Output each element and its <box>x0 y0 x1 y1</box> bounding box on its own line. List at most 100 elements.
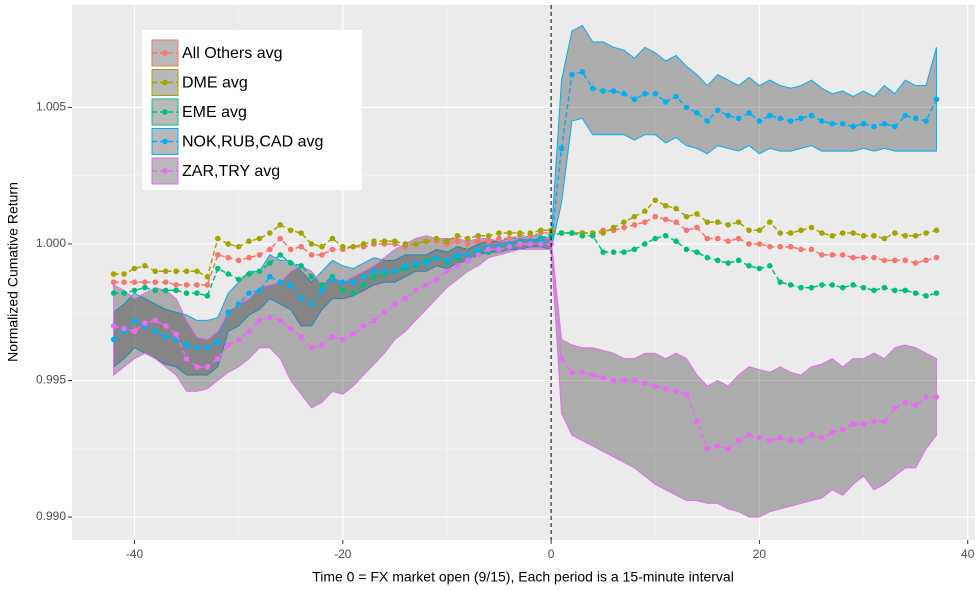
point <box>839 426 846 433</box>
point <box>860 232 867 239</box>
point <box>881 418 888 425</box>
point <box>683 227 690 234</box>
point <box>642 208 648 214</box>
point <box>610 224 617 231</box>
point <box>933 227 940 234</box>
point <box>423 238 429 245</box>
point <box>235 243 242 250</box>
point <box>850 230 856 236</box>
point <box>142 279 148 285</box>
point <box>287 282 294 288</box>
point <box>454 232 461 239</box>
point <box>756 265 763 272</box>
point <box>110 271 117 277</box>
point <box>110 290 117 296</box>
point <box>475 232 481 239</box>
point <box>277 317 284 324</box>
point <box>183 342 190 348</box>
point <box>662 216 669 223</box>
point <box>777 115 784 122</box>
point <box>173 282 179 288</box>
point <box>714 443 721 449</box>
point <box>246 328 252 335</box>
point <box>506 230 513 236</box>
point <box>162 268 169 275</box>
point <box>517 230 523 236</box>
point <box>860 284 867 291</box>
point <box>277 252 284 258</box>
point <box>798 227 804 234</box>
point <box>683 246 690 253</box>
point <box>329 235 336 242</box>
point <box>756 227 763 234</box>
point <box>152 317 159 324</box>
point <box>892 123 898 130</box>
point <box>798 246 804 253</box>
point <box>756 241 763 247</box>
point <box>808 246 815 253</box>
point <box>704 118 711 124</box>
point <box>600 374 606 381</box>
point <box>256 235 263 242</box>
point <box>558 230 565 236</box>
point <box>923 293 929 299</box>
point <box>923 230 929 236</box>
point <box>798 115 804 122</box>
point <box>714 219 721 225</box>
point <box>173 331 179 337</box>
point <box>402 263 409 269</box>
point <box>412 241 419 247</box>
point <box>631 222 638 228</box>
point <box>423 282 429 288</box>
point <box>673 205 679 212</box>
point <box>152 287 159 294</box>
point <box>183 290 190 296</box>
point <box>277 279 284 285</box>
legend-key-point <box>162 168 168 174</box>
point <box>121 325 127 332</box>
point <box>246 254 252 261</box>
point <box>412 260 419 266</box>
point <box>662 385 669 392</box>
point <box>131 317 138 324</box>
point <box>152 268 159 275</box>
point <box>756 435 763 441</box>
point <box>746 263 752 269</box>
legend-key-point <box>162 79 168 86</box>
point <box>631 213 638 220</box>
point <box>360 282 367 288</box>
point <box>787 437 794 444</box>
point <box>829 120 836 127</box>
point <box>225 309 232 316</box>
point <box>475 252 481 258</box>
point <box>829 252 836 258</box>
point <box>371 317 377 324</box>
point <box>735 219 742 225</box>
point <box>110 323 117 329</box>
point <box>496 246 502 253</box>
point <box>808 224 815 231</box>
point <box>767 437 773 444</box>
point <box>287 260 294 266</box>
point <box>777 279 784 285</box>
point <box>871 287 877 294</box>
point <box>652 197 659 204</box>
x-axis-title: Time 0 = FX market open (9/15), Each per… <box>312 569 734 585</box>
point <box>642 380 648 387</box>
point <box>704 254 711 261</box>
point <box>912 402 919 408</box>
point <box>308 344 315 351</box>
x-tick-label: -40 <box>126 547 144 561</box>
point <box>756 118 763 124</box>
point <box>319 342 325 348</box>
point <box>819 230 825 236</box>
point <box>204 273 211 280</box>
point <box>819 435 825 441</box>
ribbon <box>113 24 937 376</box>
point <box>892 257 898 264</box>
point <box>267 246 273 253</box>
point <box>631 377 638 384</box>
point <box>652 90 659 97</box>
point <box>673 219 679 225</box>
